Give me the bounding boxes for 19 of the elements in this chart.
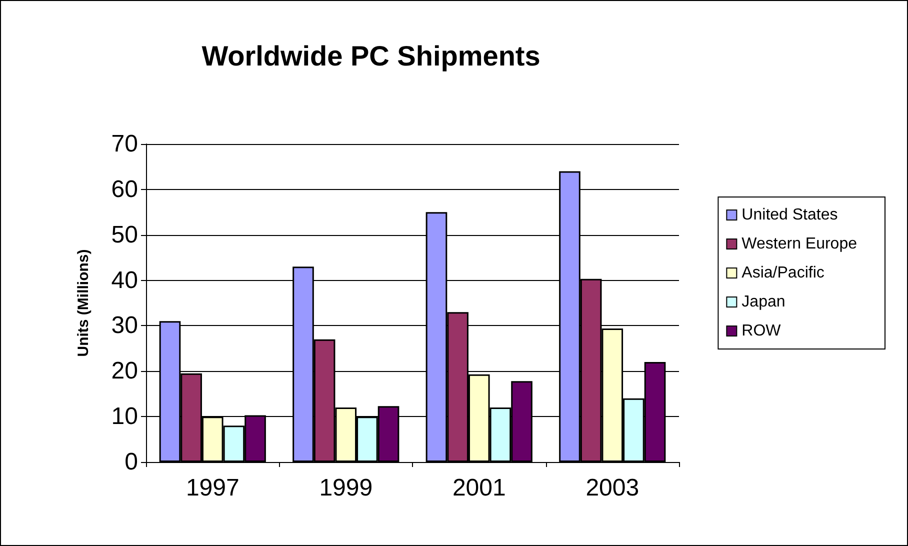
- chart-title: Worldwide PC Shipments: [202, 40, 540, 72]
- legend-label: United States: [742, 206, 838, 224]
- y-tick-label: 10: [111, 403, 138, 430]
- legend-label: Western Europe: [742, 236, 858, 252]
- y-tick-label: 30: [111, 312, 138, 340]
- y-tick-label: 20: [111, 358, 138, 385]
- legend-label: ROW: [742, 322, 782, 340]
- x-tick-label: 1997: [186, 474, 240, 502]
- y-tick-label: 70: [111, 130, 138, 158]
- legend-label: Japan: [742, 294, 786, 310]
- x-tick-label: 1999: [319, 474, 373, 502]
- legend-label: Asia/Pacific: [742, 264, 824, 282]
- y-tick-label: 40: [111, 266, 138, 294]
- y-tick-label: 0: [124, 448, 138, 476]
- y-tick-label: 50: [111, 221, 138, 248]
- y-tick-label: 60: [111, 176, 138, 203]
- x-tick-label: 2001: [452, 474, 506, 502]
- x-tick-label: 2003: [586, 474, 640, 502]
- y-axis-title: Units (Millions): [75, 249, 92, 357]
